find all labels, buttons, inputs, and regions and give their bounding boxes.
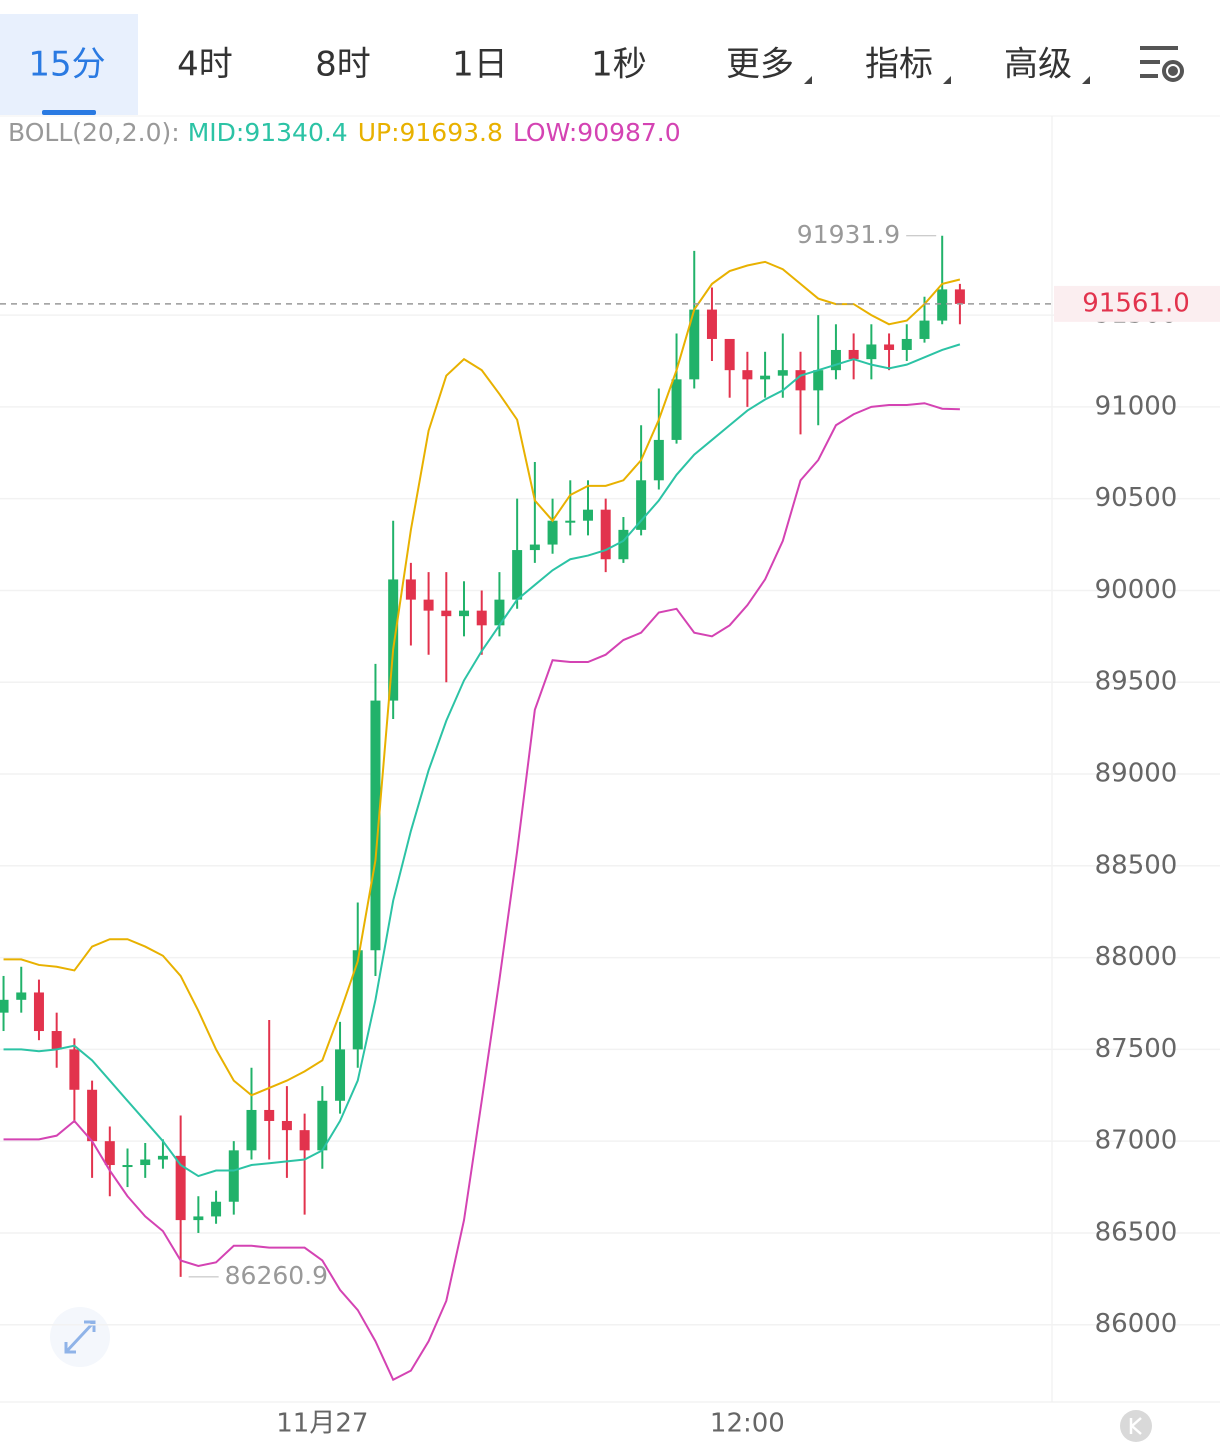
boll-line bbox=[3, 343, 961, 1178]
legend-entry: MID:91340.4 bbox=[188, 118, 348, 147]
y-tick-label: 87000 bbox=[1095, 1126, 1178, 1156]
candle-body bbox=[335, 1049, 346, 1101]
candle-body bbox=[317, 1100, 328, 1151]
y-tick-label: 87500 bbox=[1095, 1034, 1178, 1064]
candle-body bbox=[671, 379, 682, 440]
last-price-label: 91561.0 bbox=[1082, 288, 1190, 318]
tab[interactable]: 高级 bbox=[1004, 45, 1072, 85]
candle-body bbox=[706, 309, 717, 339]
y-tick-label: 86500 bbox=[1095, 1217, 1178, 1247]
candle-body bbox=[600, 509, 611, 560]
candle-body bbox=[16, 992, 27, 1000]
candle-body bbox=[494, 599, 505, 626]
candle-body bbox=[795, 370, 806, 391]
candle-body bbox=[954, 289, 965, 304]
candle-body bbox=[140, 1159, 151, 1166]
tab[interactable]: 更多 bbox=[726, 45, 794, 85]
y-tick-label: 89500 bbox=[1095, 667, 1178, 697]
candle-body bbox=[299, 1130, 310, 1151]
legend-entry: UP:91693.8 bbox=[358, 118, 503, 147]
k-button[interactable] bbox=[1120, 1410, 1152, 1442]
candle-body bbox=[547, 520, 558, 545]
max-label: 91931.9 bbox=[797, 220, 900, 249]
candle-body bbox=[848, 349, 859, 360]
candle-body bbox=[441, 610, 452, 617]
candle-body bbox=[813, 370, 824, 391]
indicator-label: BOLL(20,2.0): bbox=[8, 118, 180, 147]
candle-body bbox=[777, 370, 788, 376]
candle-body bbox=[476, 610, 487, 626]
y-tick-label: 89000 bbox=[1095, 759, 1178, 789]
y-tick-label: 88500 bbox=[1095, 850, 1178, 880]
tab[interactable]: 4时 bbox=[177, 45, 233, 85]
candle-body bbox=[529, 544, 540, 551]
candle-body bbox=[937, 289, 948, 321]
candle-body bbox=[689, 309, 700, 380]
candle-body bbox=[228, 1150, 239, 1202]
candle-body bbox=[352, 950, 363, 1050]
y-tick-label: 88000 bbox=[1095, 942, 1178, 972]
candle-body bbox=[565, 520, 576, 523]
settings-icon[interactable] bbox=[1140, 46, 1184, 82]
candle-body bbox=[582, 509, 593, 521]
boll-line bbox=[3, 402, 960, 1382]
candle-body bbox=[919, 320, 930, 339]
candle-body bbox=[742, 370, 753, 380]
tab[interactable]: 15分 bbox=[28, 45, 105, 85]
candle-body bbox=[760, 375, 771, 380]
candle-body bbox=[370, 700, 381, 951]
candle-body bbox=[512, 550, 523, 600]
y-tick-label: 90000 bbox=[1095, 575, 1178, 605]
candle-body bbox=[104, 1141, 115, 1166]
dropdown-caret bbox=[1082, 76, 1090, 84]
candle-body bbox=[618, 529, 629, 560]
y-tick-label: 90500 bbox=[1095, 483, 1178, 513]
candle-body bbox=[69, 1049, 80, 1090]
candle-body bbox=[388, 579, 399, 701]
tab[interactable]: 1秒 bbox=[591, 45, 647, 85]
candle-body bbox=[459, 610, 470, 617]
candle-body bbox=[653, 439, 664, 481]
candle-body bbox=[423, 599, 434, 611]
y-tick-label: 91000 bbox=[1095, 391, 1178, 421]
dropdown-caret bbox=[804, 76, 812, 84]
candle-body bbox=[175, 1155, 186, 1221]
tab[interactable]: 1日 bbox=[452, 45, 508, 85]
active-tab-underline bbox=[42, 110, 96, 115]
candle-body bbox=[87, 1089, 98, 1142]
legend-entry: LOW:90987.0 bbox=[513, 118, 681, 147]
last-price-box bbox=[1054, 285, 1220, 322]
candle-body bbox=[193, 1216, 204, 1221]
candle-body bbox=[264, 1109, 275, 1121]
candle-body bbox=[884, 344, 895, 350]
candle-body bbox=[405, 579, 416, 600]
candle-body bbox=[636, 480, 647, 530]
expand-button[interactable] bbox=[50, 1307, 110, 1367]
tab[interactable]: 8时 bbox=[315, 45, 371, 85]
active-tab-bg bbox=[0, 14, 138, 115]
candle-body bbox=[281, 1120, 292, 1131]
dropdown-caret bbox=[943, 76, 951, 84]
candle-body bbox=[122, 1165, 133, 1168]
candle-body bbox=[866, 344, 877, 360]
candle-body bbox=[211, 1201, 222, 1217]
candle-body bbox=[246, 1109, 257, 1151]
candle-body bbox=[830, 349, 841, 371]
boll-line bbox=[3, 260, 961, 1097]
candle-body bbox=[724, 338, 735, 371]
candle-body bbox=[33, 992, 44, 1032]
tab[interactable]: 指标 bbox=[865, 45, 933, 85]
min-label: 86260.9 bbox=[225, 1261, 328, 1290]
candle-body bbox=[51, 1031, 62, 1050]
x-tick-label: 12:00 bbox=[710, 1409, 785, 1439]
y-tick-label: 86000 bbox=[1095, 1309, 1178, 1339]
candle-body bbox=[0, 999, 9, 1013]
x-tick-label: 11月27 bbox=[276, 1409, 368, 1439]
candle-body bbox=[157, 1155, 168, 1160]
candle-body bbox=[901, 338, 912, 350]
